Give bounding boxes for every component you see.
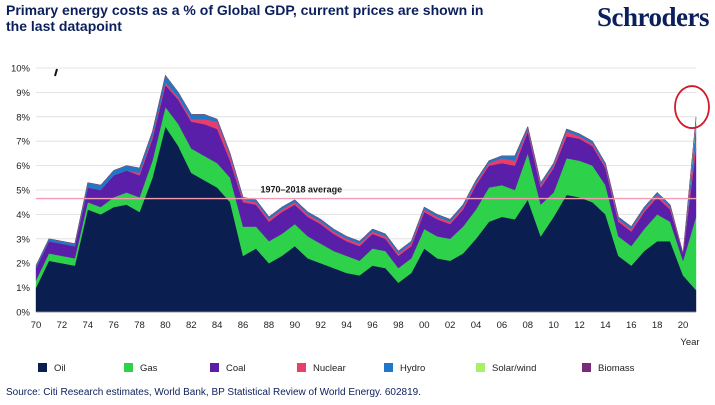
x-tick-label: 92	[315, 320, 326, 331]
x-axis-title: Year	[680, 337, 699, 348]
legend-label: Oil	[54, 363, 66, 374]
annotation-mark	[54, 68, 58, 77]
x-tick-label: 80	[160, 320, 171, 331]
x-tick-label: 10	[548, 320, 559, 331]
x-tick-label: 96	[367, 320, 378, 331]
y-tick-label: 6%	[16, 161, 30, 172]
y-tick-label: 10%	[11, 64, 31, 75]
x-tick-label: 16	[626, 320, 637, 331]
brand-logo: Schroders	[596, 2, 710, 32]
source-note: Source: Citi Research estimates, World B…	[6, 387, 422, 398]
x-tick-label: 88	[264, 320, 275, 331]
source-text: Citi Research estimates, World Bank, BP …	[43, 387, 422, 398]
highlight-circle	[674, 85, 710, 129]
area-biomass	[35, 74, 697, 266]
legend-label: Hydro	[400, 363, 425, 374]
legend-label: Solar/wind	[492, 363, 536, 374]
x-tick-label: 74	[82, 320, 93, 331]
x-tick-label: 84	[212, 320, 223, 331]
x-tick-label: 02	[445, 320, 456, 331]
legend-label: Biomass	[598, 363, 635, 374]
stacked-areas	[35, 74, 697, 313]
legend-swatch	[38, 363, 47, 372]
x-tick-label: 04	[471, 320, 482, 331]
y-tick-label: 0%	[16, 308, 30, 319]
legend-label: Gas	[140, 363, 158, 374]
x-tick-label: 12	[574, 320, 585, 331]
x-tick-label: 98	[393, 320, 404, 331]
legend-label: Nuclear	[313, 363, 346, 374]
x-tick-label: 20	[678, 320, 689, 331]
axes: 0% 1% 2% 3% 4% 5% 6% 7% 8% 9% 10% 70 72 74 76 78 80 82 84 8…	[11, 64, 700, 349]
y-tick-label: 3%	[16, 234, 30, 245]
x-tick-label: 78	[134, 320, 145, 331]
y-tick-label: 4%	[16, 210, 30, 221]
legend-swatch	[124, 363, 133, 372]
legend-swatch	[210, 363, 219, 372]
x-tick-label: 08	[522, 320, 533, 331]
y-tick-label: 2%	[16, 259, 30, 270]
y-tick-label: 5%	[16, 186, 30, 197]
x-tick-label: 70	[31, 320, 42, 331]
y-tick-label: 8%	[16, 112, 30, 123]
legend: Oil Gas Coal Nuclear Hydro Solar/wind Biomass	[38, 363, 635, 374]
x-tick-label: 06	[497, 320, 508, 331]
y-tick-label: 9%	[16, 88, 30, 99]
x-tick-label: 82	[186, 320, 197, 331]
y-tick-label: 7%	[16, 137, 30, 148]
average-label: 1970–2018 average	[261, 185, 343, 195]
x-tick-label: 14	[600, 320, 611, 331]
x-tick-label: 86	[238, 320, 249, 331]
y-tick-label: 1%	[16, 283, 30, 294]
legend-label: Coal	[226, 363, 246, 374]
x-tick-label: 90	[290, 320, 301, 331]
x-tick-label: 18	[652, 320, 663, 331]
overlay: 1970–2018 average	[36, 68, 710, 200]
x-tick-label: 00	[419, 320, 430, 331]
x-tick-label: 76	[108, 320, 119, 331]
legend-swatch	[582, 363, 591, 372]
legend-swatch	[476, 363, 485, 372]
legend-swatch	[297, 363, 306, 372]
legend-swatch	[384, 363, 393, 372]
chart-title: Primary energy costs as a % of Global GD…	[6, 2, 484, 34]
x-tick-label: 94	[341, 320, 352, 331]
x-tick-label: 72	[57, 320, 68, 331]
